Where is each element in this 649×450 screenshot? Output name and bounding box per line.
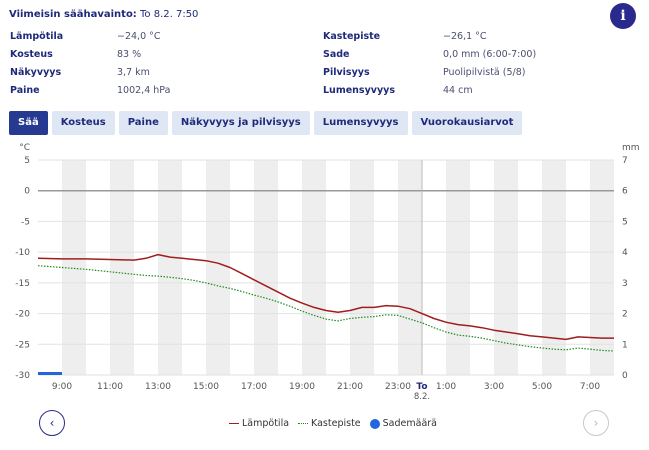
y-tick-label: -20 — [15, 310, 30, 320]
hour-band — [302, 160, 326, 375]
chart-tabs: Sää Kosteus Paine Näkyvyys ja pilvisyys … — [9, 111, 523, 135]
legend-label: Sademäärä — [382, 418, 437, 429]
chevron-left-icon: ‹ — [49, 416, 55, 430]
temperature-line — [37, 253, 614, 341]
temperature-value: −24,0 °C — [117, 31, 161, 42]
y2-tick-label: 5 — [622, 217, 628, 227]
x-tick-label: 15:00 — [193, 382, 219, 392]
observation-row: Paine 1002,4 hPa Lumensyvyys 44 cm — [10, 85, 630, 103]
cloudiness-label: Pilvisyys — [323, 67, 370, 78]
y-tick-label: 0 — [24, 187, 30, 197]
solid-line-icon — [229, 423, 239, 424]
observation-row: Lämpötila −24,0 °C Kastepiste −26,1 °C — [10, 31, 630, 49]
day-marker-label: To — [416, 382, 427, 392]
pressure-value: 1002,4 hPa — [117, 85, 171, 96]
y-tick-label: -15 — [15, 279, 30, 289]
next-button[interactable]: › — [583, 410, 609, 436]
x-tick-label: 9:00 — [52, 382, 72, 392]
day-marker-date: 8.2. — [414, 392, 430, 402]
info-icon: i — [620, 8, 626, 24]
observation-row: Näkyvyys 3,7 km Pilvisyys Puolipilvistä … — [10, 67, 630, 85]
tab-pressure[interactable]: Paine — [118, 111, 168, 135]
pressure-label: Paine — [10, 85, 40, 96]
dewpoint-value: −26,1 °C — [443, 31, 487, 42]
tab-weather[interactable]: Sää — [9, 111, 48, 135]
observations-table: Lämpötila −24,0 °C Kastepiste −26,1 °C K… — [10, 31, 630, 103]
x-tick-label: 7:00 — [580, 382, 600, 392]
hour-band — [254, 160, 278, 375]
cloudiness-value: Puolipilvistä (5/8) — [443, 67, 526, 78]
y2-tick-label: 2 — [622, 310, 628, 320]
info-button[interactable]: i — [610, 3, 636, 29]
legend-label: Lämpötila — [242, 418, 290, 429]
hour-band — [206, 160, 230, 375]
tab-snow-depth[interactable]: Lumensyvyys — [313, 111, 408, 135]
x-tick-label: 11:00 — [97, 382, 123, 392]
hour-band — [158, 160, 182, 375]
observation-row: Kosteus 83 % Sade 0,0 mm (6:00-7:00) — [10, 49, 630, 67]
hour-band — [494, 160, 518, 375]
latest-observation-time: To 8.2. 7:50 — [140, 9, 199, 20]
precipitation-label: Sade — [323, 49, 350, 60]
y2-tick-label: 1 — [622, 340, 628, 350]
x-tick-label: 21:00 — [337, 382, 363, 392]
dotted-line-icon — [298, 423, 309, 424]
y2-axis-unit: mm — [622, 143, 640, 153]
tab-visibility-cloudiness[interactable]: Näkyvyys ja pilvisyys — [171, 111, 310, 135]
x-tick-label: 23:00 — [385, 382, 411, 392]
dewpoint-label: Kastepiste — [323, 31, 381, 42]
hour-band — [350, 160, 374, 375]
latest-observation: Viimeisin säähavainto: To 8.2. 7:50 — [9, 9, 198, 20]
hour-band — [590, 160, 614, 375]
y-axis-unit: °C — [19, 143, 30, 153]
previous-button[interactable]: ‹ — [39, 410, 65, 436]
x-tick-label: 13:00 — [145, 382, 171, 392]
visibility-value: 3,7 km — [117, 67, 150, 78]
x-tick-label: 17:00 — [241, 382, 267, 392]
y2-tick-label: 7 — [622, 156, 628, 166]
tab-humidity[interactable]: Kosteus — [51, 111, 115, 135]
y2-tick-label: 3 — [622, 279, 628, 289]
snow-depth-label: Lumensyvyys — [323, 85, 396, 96]
y-tick-label: 5 — [24, 156, 30, 166]
hour-band — [110, 160, 134, 375]
legend-item-temperature[interactable]: Lämpötila — [229, 418, 289, 429]
circle-icon — [369, 418, 380, 429]
tab-daily-values[interactable]: Vuorokausiarvot — [411, 111, 523, 135]
visibility-label: Näkyvyys — [10, 67, 62, 78]
dewpoint-line — [37, 265, 615, 352]
hour-band — [542, 160, 566, 375]
latest-observation-label: Viimeisin säähavainto: — [9, 9, 137, 20]
y2-tick-label: 0 — [622, 371, 628, 381]
x-tick-label: 19:00 — [289, 382, 315, 392]
chevron-right-icon: › — [593, 416, 599, 430]
y-tick-label: -25 — [15, 340, 30, 350]
y2-tick-label: 6 — [622, 187, 628, 197]
y2-tick-label: 4 — [622, 248, 628, 258]
chart-legend: Lämpötila Kastepiste Sademäärä — [229, 418, 437, 429]
y-tick-label: -5 — [21, 217, 30, 227]
legend-item-precipitation[interactable]: Sademäärä — [369, 418, 437, 429]
snow-depth-value: 44 cm — [443, 85, 473, 96]
x-tick-label: 3:00 — [484, 382, 504, 392]
legend-label: Kastepiste — [311, 418, 361, 429]
humidity-label: Kosteus — [10, 49, 53, 60]
x-tick-label: 5:00 — [532, 382, 552, 392]
y-tick-label: -10 — [15, 248, 30, 258]
y-tick-label: -30 — [15, 371, 30, 381]
temperature-label: Lämpötila — [10, 31, 64, 42]
legend-item-dewpoint[interactable]: Kastepiste — [298, 418, 361, 429]
weather-chart: 5 0 -5 -10 -15 -20 -25 -30 7 6 5 4 3 2 1 0 °C mm To8.2. 9:0… — [15, 143, 640, 402]
hour-band — [446, 160, 470, 375]
x-tick-label: 1:00 — [436, 382, 456, 392]
precipitation-value: 0,0 mm (6:00-7:00) — [443, 49, 537, 60]
precipitation-bar — [38, 372, 62, 375]
humidity-value: 83 % — [117, 49, 142, 60]
hour-band — [398, 160, 422, 375]
